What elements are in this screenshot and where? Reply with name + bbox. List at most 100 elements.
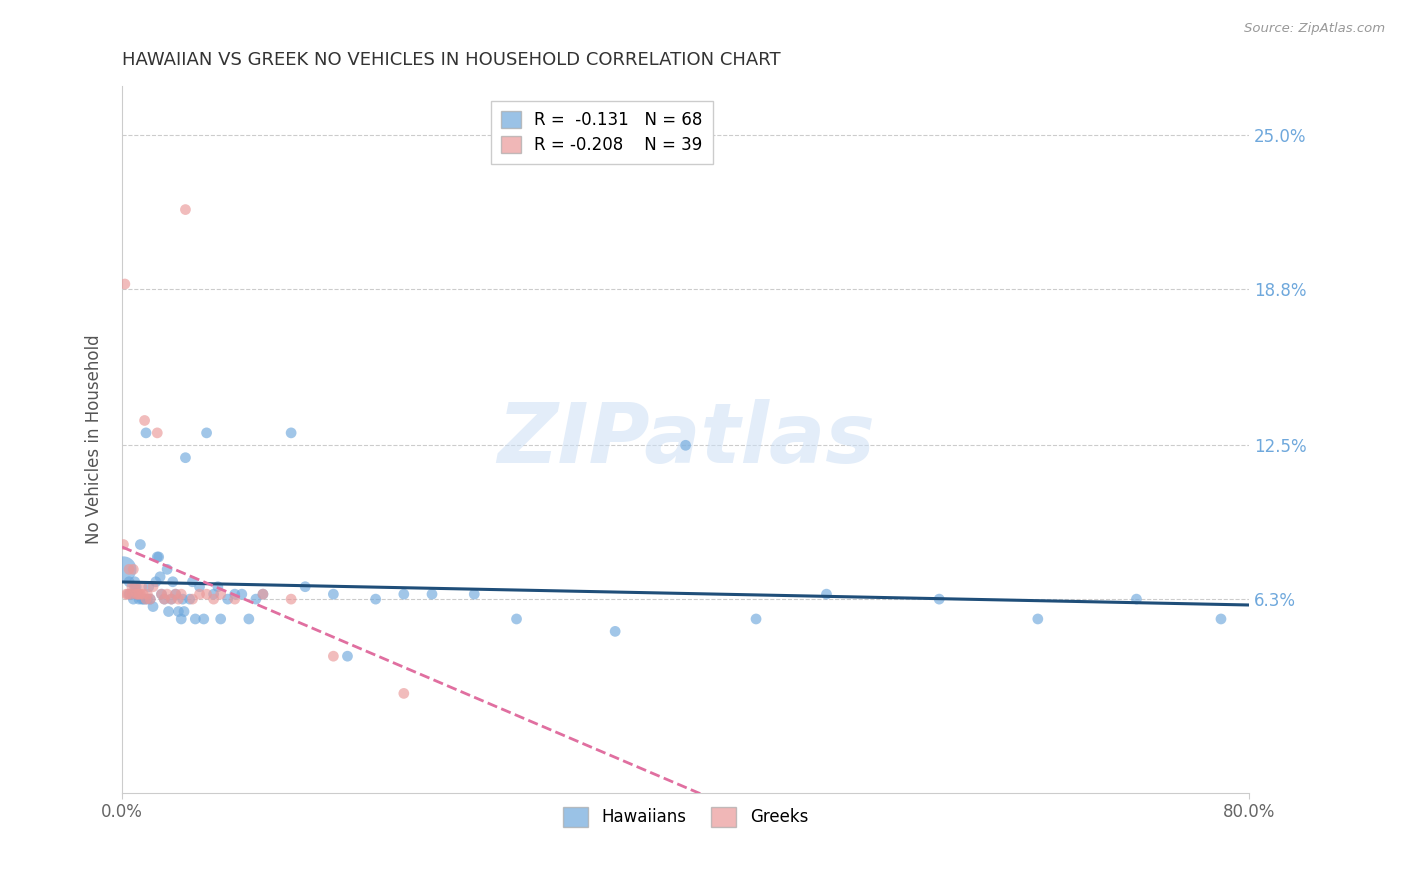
Point: [122, 562, 145, 576]
Point: [165, 587, 187, 601]
Point: [280, 425, 302, 440]
Point: [153, 592, 176, 607]
Point: [134, 413, 156, 427]
Point: [1125, 592, 1147, 607]
Point: [129, 537, 152, 551]
Point: [167, 605, 190, 619]
Point: [252, 587, 274, 601]
Point: [675, 438, 697, 452]
Point: [217, 592, 239, 607]
Point: [118, 562, 141, 576]
Point: [181, 592, 204, 607]
Point: [188, 587, 211, 601]
Point: [224, 592, 246, 607]
Point: [209, 612, 232, 626]
Point: [928, 592, 950, 607]
Point: [238, 612, 260, 626]
Point: [125, 587, 148, 601]
Point: [114, 277, 136, 291]
Point: [129, 587, 152, 601]
Point: [120, 587, 142, 601]
Point: [149, 570, 172, 584]
Point: [142, 599, 165, 614]
Point: [745, 612, 768, 626]
Point: [167, 592, 190, 607]
Point: [179, 592, 201, 607]
Point: [135, 425, 157, 440]
Text: Source: ZipAtlas.com: Source: ZipAtlas.com: [1244, 22, 1385, 36]
Point: [131, 580, 153, 594]
Point: [224, 587, 246, 601]
Point: [165, 587, 187, 601]
Point: [150, 587, 173, 601]
Point: [1209, 612, 1232, 626]
Point: [364, 592, 387, 607]
Point: [392, 686, 415, 700]
Point: [181, 574, 204, 589]
Point: [118, 587, 141, 601]
Point: [156, 587, 179, 601]
Point: [160, 592, 183, 607]
Point: [195, 425, 218, 440]
Point: [160, 592, 183, 607]
Point: [125, 580, 148, 594]
Point: [124, 574, 146, 589]
Point: [118, 574, 141, 589]
Point: [463, 587, 485, 601]
Point: [605, 624, 627, 639]
Point: [142, 580, 165, 594]
Point: [131, 592, 153, 607]
Y-axis label: No Vehicles in Household: No Vehicles in Household: [86, 334, 103, 544]
Point: [125, 587, 148, 601]
Point: [138, 580, 160, 594]
Point: [188, 580, 211, 594]
Point: [128, 592, 150, 607]
Point: [115, 587, 138, 601]
Point: [156, 562, 179, 576]
Point: [280, 592, 302, 607]
Point: [124, 580, 146, 594]
Point: [184, 612, 207, 626]
Point: [174, 202, 197, 217]
Point: [231, 587, 253, 601]
Point: [146, 425, 169, 440]
Point: [136, 592, 159, 607]
Point: [139, 592, 162, 607]
Point: [202, 587, 225, 601]
Point: [294, 580, 316, 594]
Point: [127, 587, 149, 601]
Point: [174, 450, 197, 465]
Point: [121, 587, 143, 601]
Point: [134, 592, 156, 607]
Point: [157, 605, 180, 619]
Point: [136, 587, 159, 601]
Point: [139, 592, 162, 607]
Point: [172, 592, 194, 607]
Point: [815, 587, 838, 601]
Point: [112, 537, 135, 551]
Point: [132, 587, 155, 601]
Point: [112, 562, 135, 576]
Point: [420, 587, 443, 601]
Point: [122, 592, 145, 607]
Point: [117, 587, 139, 601]
Point: [202, 592, 225, 607]
Point: [124, 580, 146, 594]
Text: HAWAIIAN VS GREEK NO VEHICLES IN HOUSEHOLD CORRELATION CHART: HAWAIIAN VS GREEK NO VEHICLES IN HOUSEHO…: [122, 51, 780, 69]
Point: [170, 587, 193, 601]
Point: [209, 587, 232, 601]
Point: [336, 649, 359, 664]
Text: ZIPatlas: ZIPatlas: [496, 399, 875, 480]
Point: [128, 587, 150, 601]
Point: [170, 612, 193, 626]
Point: [173, 605, 195, 619]
Point: [121, 580, 143, 594]
Point: [150, 587, 173, 601]
Point: [1026, 612, 1049, 626]
Point: [322, 649, 344, 664]
Point: [193, 612, 215, 626]
Point: [148, 549, 170, 564]
Point: [505, 612, 527, 626]
Point: [145, 574, 167, 589]
Legend: Hawaiians, Greeks: Hawaiians, Greeks: [557, 800, 815, 834]
